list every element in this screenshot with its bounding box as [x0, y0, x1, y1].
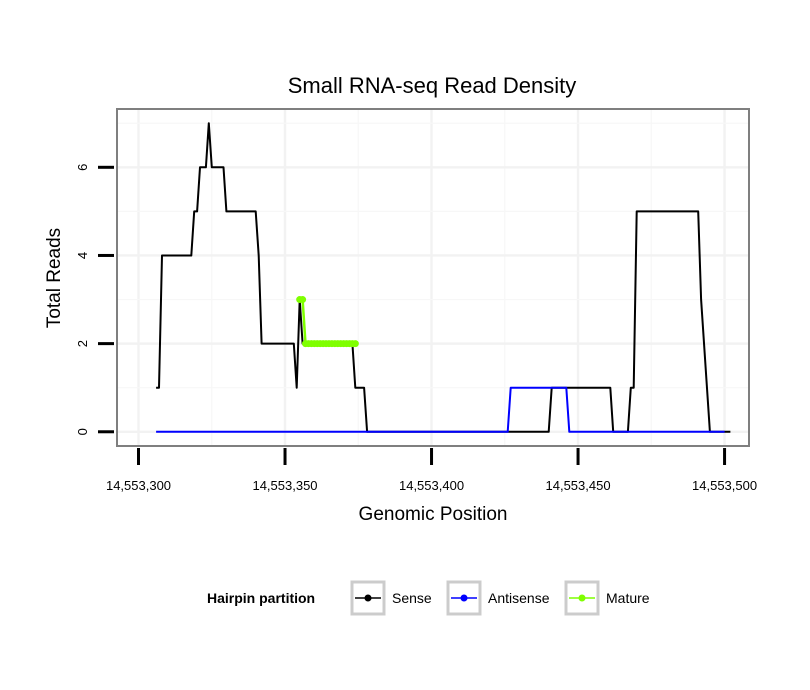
x-tick-label: 14,553,500	[692, 478, 757, 493]
y-axis-label: Total Reads	[44, 228, 65, 328]
legend-label-antisense: Antisense	[488, 590, 550, 606]
data-point-mature	[351, 340, 359, 348]
series-line-sense	[156, 122, 731, 433]
legend-label-sense: Sense	[392, 590, 432, 606]
legend: Hairpin partition Sense Antisense Mature	[207, 580, 650, 616]
y-tick-label: 2	[75, 340, 90, 347]
legend-title: Hairpin partition	[207, 590, 315, 606]
legend-item-mature: Mature	[564, 580, 650, 616]
y-tick-label: 4	[75, 252, 90, 259]
legend-marker-antisense	[460, 594, 468, 602]
series-group	[156, 122, 731, 433]
y-tick-label: 0	[75, 428, 90, 435]
chart-title: Small RNA-seq Read Density	[288, 73, 577, 98]
legend-marker-mature	[578, 594, 586, 602]
data-point-mature	[299, 296, 307, 304]
legend-label-mature: Mature	[606, 590, 650, 606]
legend-item-sense: Sense	[350, 580, 432, 616]
plot-panel-border	[116, 108, 750, 447]
x-tick-label: 14,553,300	[106, 478, 171, 493]
x-tick-label: 14,553,450	[546, 478, 611, 493]
x-tick-label: 14,553,350	[252, 478, 317, 493]
axes: 14,553,300 14,553,350 14,553,400 14,553,450…	[75, 164, 757, 493]
legend-marker-sense	[364, 594, 372, 602]
series-line-antisense	[156, 386, 725, 433]
y-tick-label: 6	[75, 164, 90, 171]
x-tick-label: 14,553,400	[399, 478, 464, 493]
x-axis-label: Genomic Position	[359, 504, 508, 525]
legend-item-antisense: Antisense	[446, 580, 550, 616]
